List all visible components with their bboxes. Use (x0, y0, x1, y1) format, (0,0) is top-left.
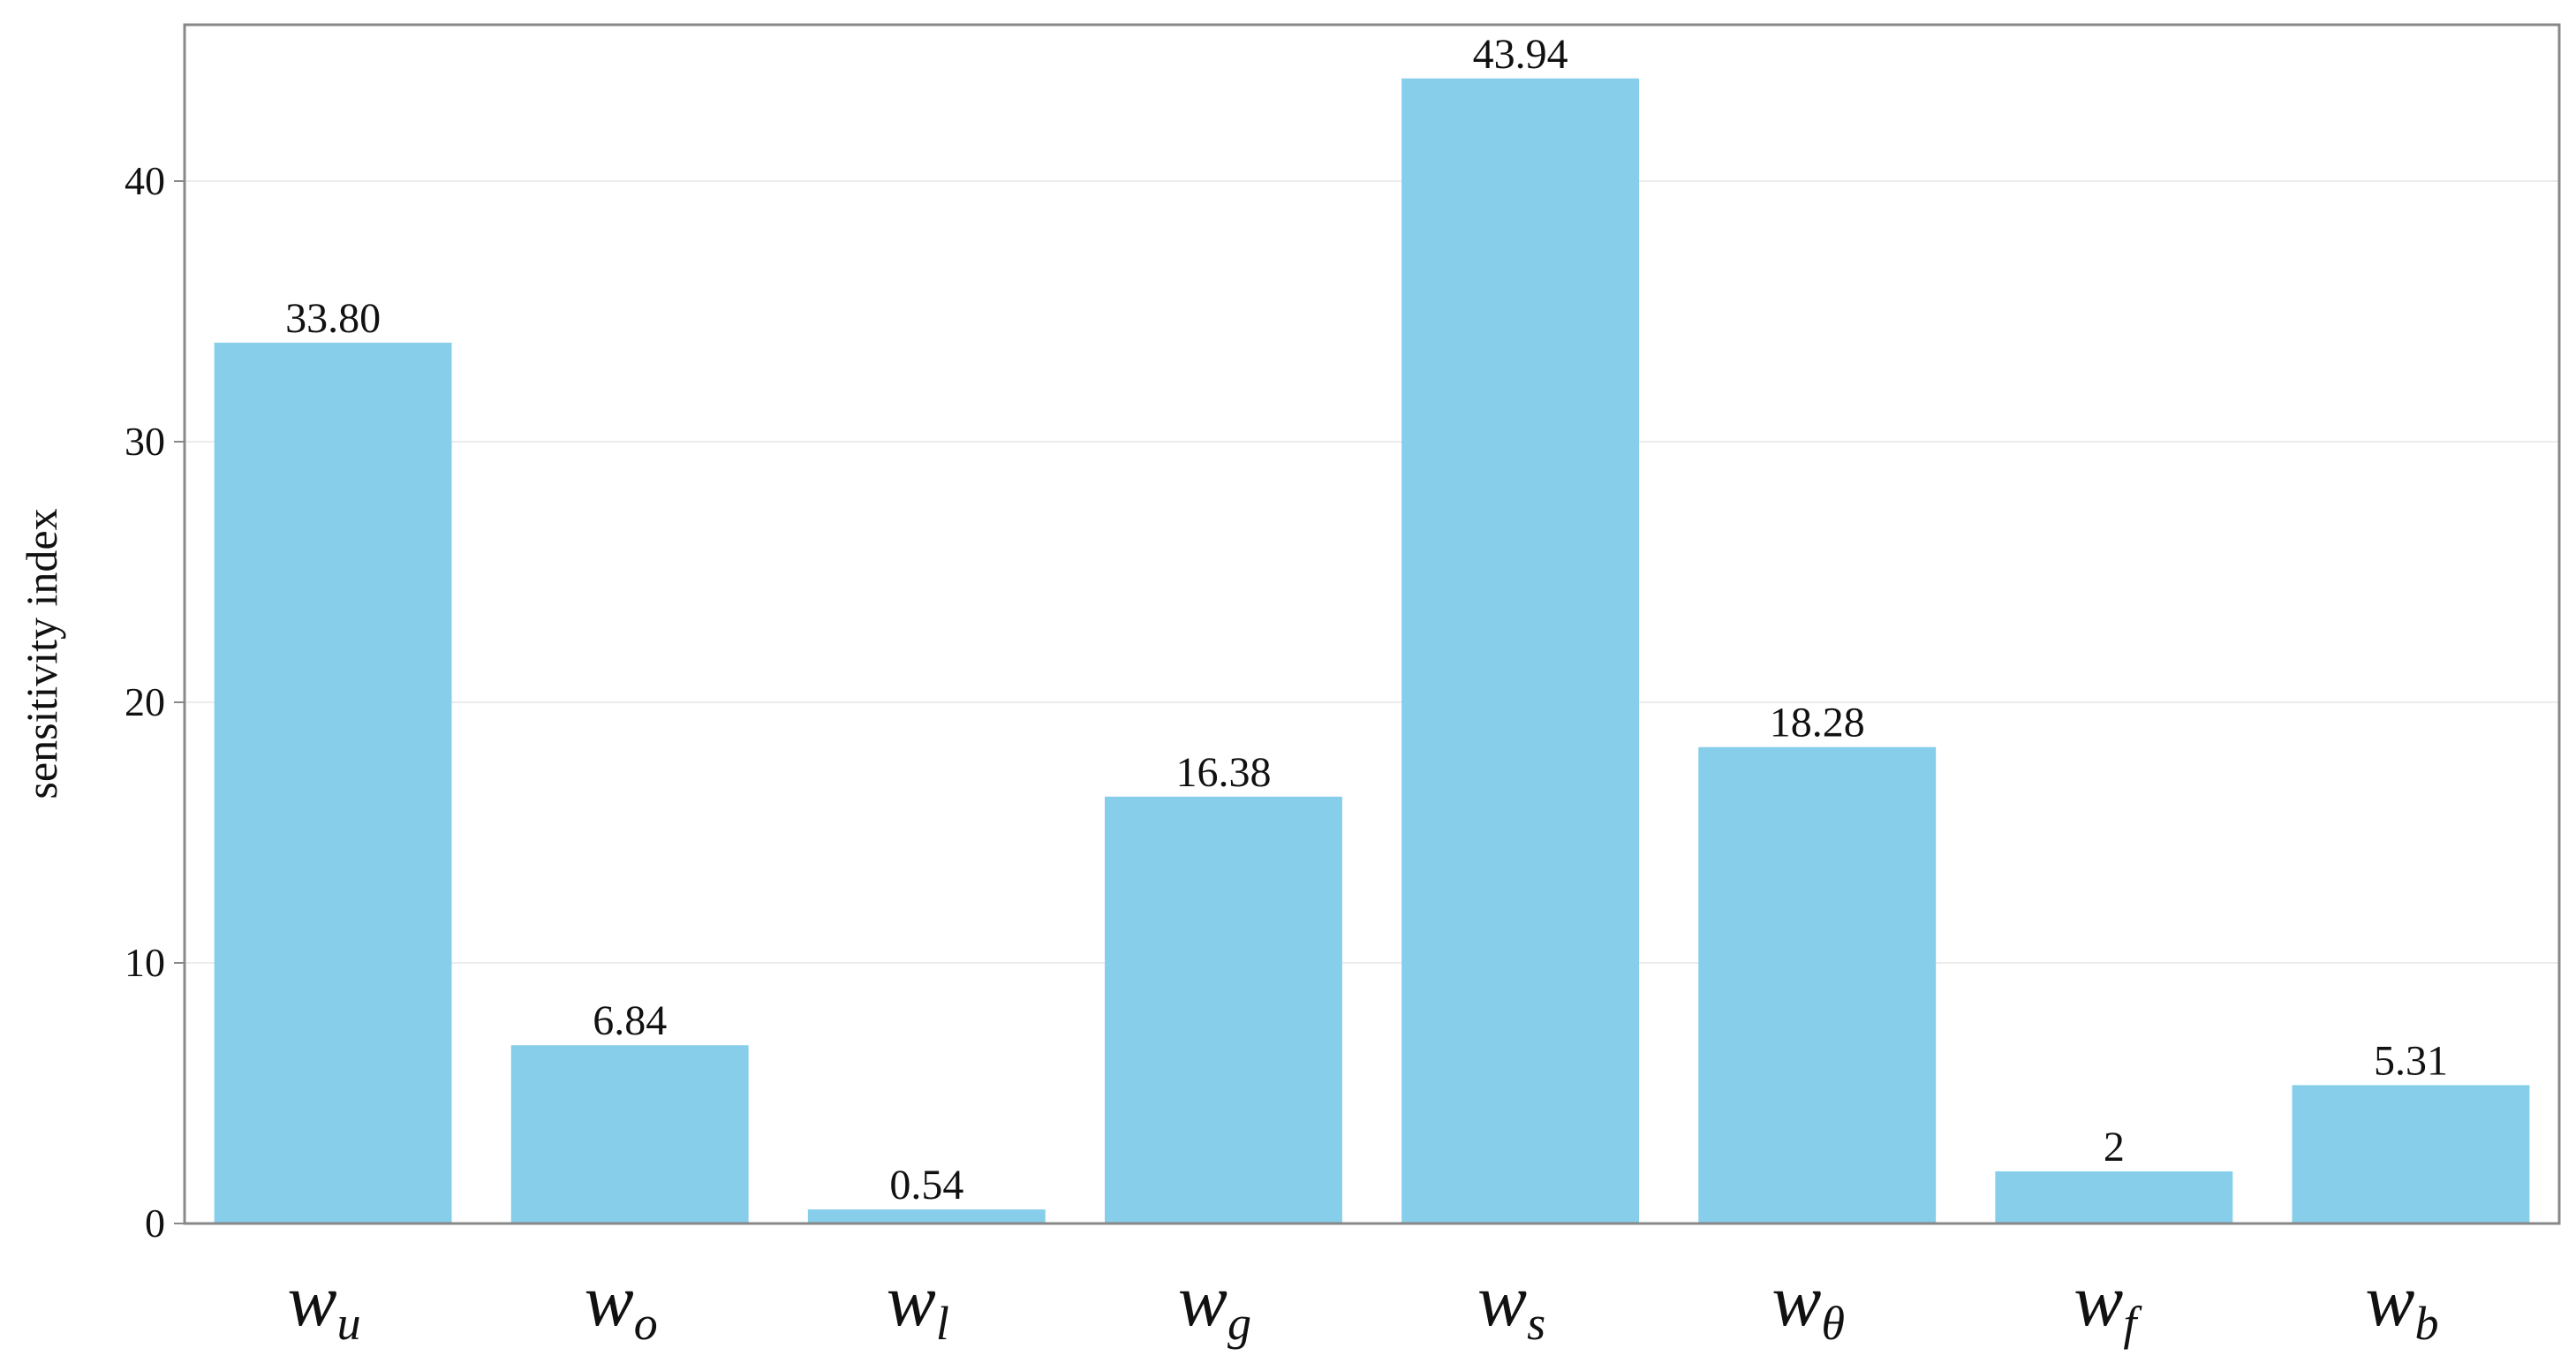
xtick-label-base: w (2365, 1260, 2414, 1342)
ytick-label: 0 (145, 1201, 165, 1246)
xtick-label: wθ (1771, 1260, 1845, 1350)
xtick-label-base: w (1477, 1260, 1527, 1342)
xtick-label: wb (2365, 1260, 2438, 1350)
data-labels: 33.80 6.84 0.54 16.38 43.94 18.28 2 5.31 (285, 31, 2448, 1208)
bar (1698, 746, 1937, 1223)
bar (1401, 78, 1640, 1223)
bar (2292, 1085, 2530, 1223)
data-label: 43.94 (1473, 31, 1568, 78)
bar (214, 342, 452, 1223)
xtick-label: wf (2074, 1260, 2142, 1350)
xtick-label-base: w (2074, 1260, 2123, 1342)
x-axis-ticks: wu wo wl wg ws wθ wf wb (288, 1260, 2439, 1350)
data-label: 18.28 (1770, 700, 1865, 746)
data-label: 16.38 (1175, 749, 1271, 796)
y-axis-title: sensitivity index (17, 508, 66, 799)
xtick-label-subscript: l (936, 1297, 949, 1350)
bar (807, 1209, 1046, 1223)
xtick-label-subscript: s (1527, 1297, 1545, 1350)
xtick-label-subscript: g (1228, 1297, 1251, 1350)
xtick-label-subscript: o (634, 1297, 658, 1350)
gridlines (185, 180, 2559, 964)
xtick-label-base: w (1178, 1260, 1228, 1342)
bars (214, 78, 2530, 1223)
xtick-label-subscript: f (2123, 1297, 2142, 1350)
xtick-label: wg (1178, 1260, 1251, 1350)
data-label: 2 (2104, 1124, 2125, 1170)
data-label: 0.54 (889, 1162, 963, 1208)
bar (510, 1045, 749, 1223)
xtick-label-base: w (887, 1260, 936, 1342)
plot-frame (183, 23, 2561, 1225)
ytick-label: 10 (125, 940, 165, 985)
ytick-label: 40 (125, 158, 165, 203)
ytick-label: 20 (125, 679, 165, 724)
xtick-label-subscript: θ (1821, 1297, 1845, 1350)
xtick-label: wu (288, 1260, 361, 1350)
xtick-label-base: w (1771, 1260, 1821, 1342)
ytick-label: 30 (125, 419, 165, 464)
xtick-label: wo (585, 1260, 658, 1350)
data-label: 33.80 (285, 295, 381, 342)
xtick-label-base: w (585, 1260, 634, 1342)
bar (1995, 1171, 2233, 1223)
data-label: 6.84 (593, 997, 667, 1044)
bar (1104, 796, 1342, 1223)
xtick-label-subscript: u (337, 1297, 361, 1350)
xtick-label-base: w (288, 1260, 337, 1342)
xtick-label: ws (1477, 1260, 1545, 1350)
xtick-label: wl (887, 1260, 949, 1350)
y-axis-ticks: 0 10 20 30 40 (125, 158, 185, 1246)
data-label: 5.31 (2374, 1037, 2448, 1084)
xtick-label-subscript: b (2414, 1297, 2438, 1350)
